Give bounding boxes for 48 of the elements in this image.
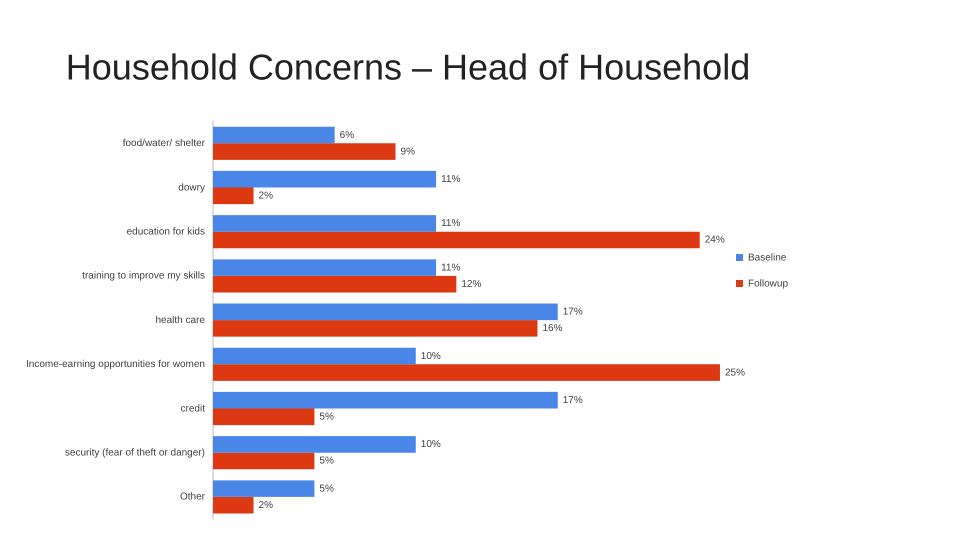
y-tick-label: education for kids	[126, 226, 205, 238]
y-tick-label: Income-earning opportunities for women	[26, 359, 205, 370]
bar	[212, 143, 396, 160]
data-label: 17%	[562, 306, 583, 318]
y-tick-label: health care	[156, 314, 206, 326]
bar	[212, 480, 314, 497]
data-label: 5%	[319, 456, 334, 467]
bar	[212, 364, 720, 381]
data-label: 10%	[420, 350, 441, 362]
bar	[212, 408, 314, 426]
legend-label: Baseline	[748, 252, 787, 264]
bar	[212, 215, 436, 232]
data-label: 24%	[704, 234, 725, 246]
bar	[212, 304, 558, 320]
data-label: 11%	[441, 174, 460, 185]
chart-title: Household Concerns – Head of Household	[66, 46, 750, 88]
y-tick-label: Other	[180, 492, 206, 503]
bar	[212, 232, 700, 248]
data-label: 17%	[562, 394, 583, 406]
bar	[212, 320, 538, 337]
data-label: 5%	[319, 412, 334, 423]
data-label: 16%	[542, 323, 563, 334]
bar	[212, 348, 416, 364]
data-label: 2%	[258, 500, 274, 511]
bar	[212, 188, 254, 204]
y-tick-label: training to improve my skills	[82, 270, 205, 282]
data-label: 25%	[724, 367, 746, 378]
y-tick-label: security (fear of theft or danger)	[64, 447, 205, 458]
legend-label: Followup	[748, 278, 788, 290]
bar	[212, 496, 254, 514]
data-label: 5%	[319, 483, 334, 494]
bar	[212, 392, 558, 408]
bar	[212, 259, 436, 276]
data-label: 11%	[441, 218, 460, 230]
data-label: 6%	[340, 130, 354, 141]
data-label: 2%	[258, 190, 274, 202]
data-label: 11%	[441, 262, 460, 274]
bar	[212, 452, 314, 470]
data-label: 10%	[420, 439, 441, 450]
y-tick-label: dowry	[178, 182, 205, 194]
bar	[212, 436, 416, 453]
bar	[212, 126, 335, 144]
data-label: 12%	[461, 278, 482, 290]
y-tick-label: food/water/ shelter	[122, 138, 206, 150]
data-label: 9%	[400, 146, 416, 158]
y-tick-label: credit	[180, 403, 206, 414]
bar	[212, 170, 436, 188]
bar	[212, 276, 456, 292]
